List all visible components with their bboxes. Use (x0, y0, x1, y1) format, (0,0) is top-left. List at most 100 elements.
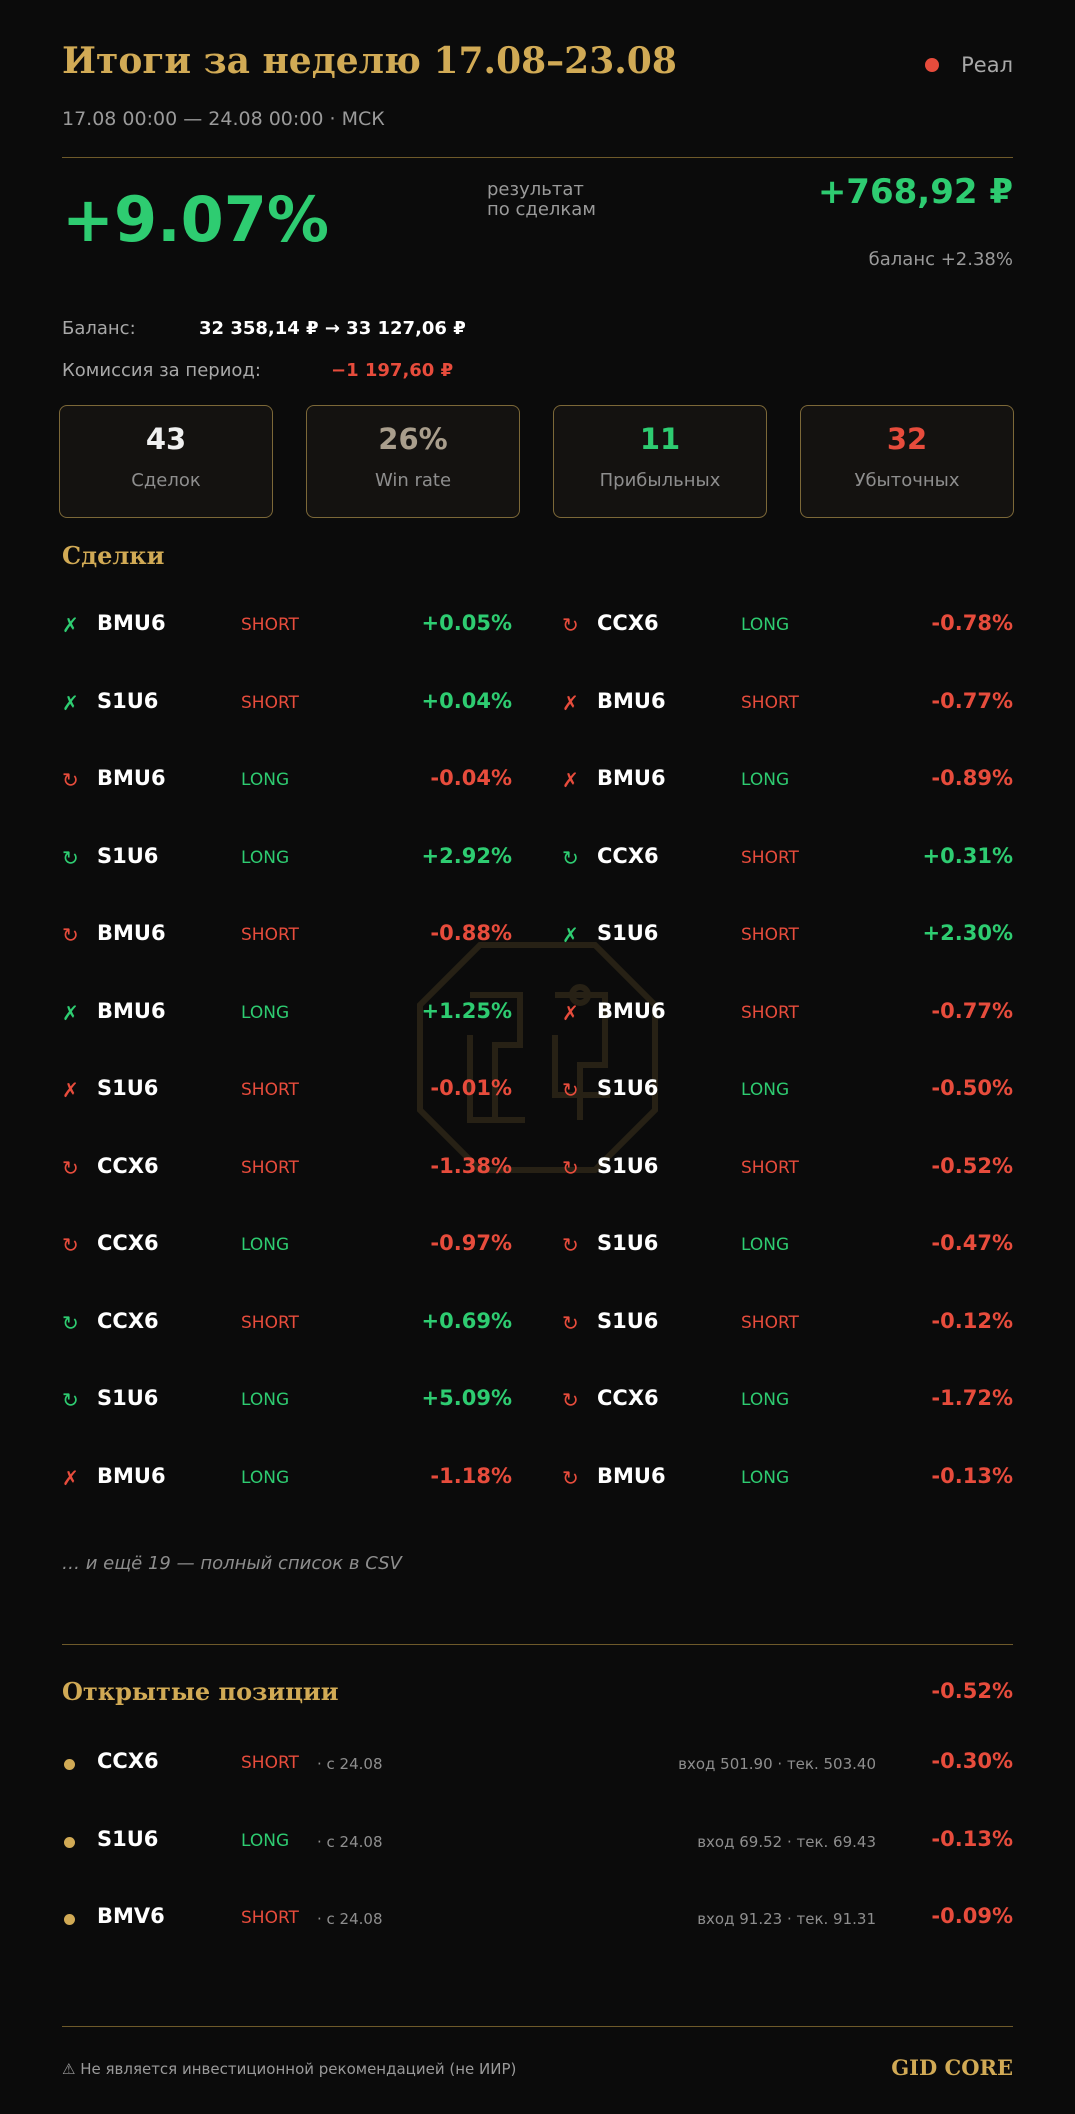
refresh-icon: ↻ (562, 1388, 579, 1412)
cross-icon: ✗ (562, 1001, 579, 1025)
trade-side: LONG (741, 1390, 790, 1410)
trade-ticker: BMU6 (97, 1464, 166, 1488)
bullet-icon (64, 1759, 75, 1770)
position-row: BMV6 SHORT · с 24.08 вход 91.23 · тек. 91.3… (62, 1902, 1013, 1934)
position-entry: вход 69.52 · тек. 69.43 (697, 1832, 876, 1851)
cross-icon: ✗ (62, 1078, 79, 1102)
trade-row: ↻ BMU6 LONG -0.13% (562, 1462, 1013, 1494)
trade-side: LONG (241, 1468, 290, 1488)
stat-card-winrate: 26% Win rate (306, 405, 520, 518)
trade-percent: +0.69% (421, 1309, 512, 1333)
trade-ticker: S1U6 (597, 1076, 659, 1100)
position-entry: вход 501.90 · тек. 503.40 (678, 1755, 876, 1773)
trade-row: ↻ CCX6 SHORT +0.69% (62, 1307, 512, 1339)
trade-percent: +0.05% (421, 611, 512, 635)
trade-row: ↻ S1U6 LONG -0.47% (562, 1229, 1013, 1261)
cross-icon: ✗ (562, 768, 579, 792)
divider (62, 2026, 1013, 2027)
open-positions-total: -0.52% (931, 1679, 1013, 1703)
trade-percent: +0.04% (421, 689, 512, 713)
position-percent: -0.13% (931, 1826, 1013, 1851)
trade-side: SHORT (741, 925, 799, 945)
trade-side: SHORT (241, 925, 299, 945)
trade-ticker: BMU6 (97, 999, 166, 1023)
position-percent: -0.30% (931, 1749, 1013, 1773)
trade-percent: +1.25% (421, 999, 512, 1023)
trade-side: LONG (241, 1390, 290, 1410)
cross-icon: ✗ (62, 691, 79, 715)
trade-ticker: BMU6 (597, 1464, 666, 1488)
trade-row: ↻ S1U6 LONG +5.09% (62, 1384, 512, 1416)
trade-ticker: BMU6 (597, 999, 666, 1023)
trade-percent: +2.92% (421, 844, 512, 868)
trade-ticker: CCX6 (97, 1309, 159, 1333)
refresh-icon: ↻ (62, 923, 79, 947)
cross-icon: ✗ (62, 1001, 79, 1025)
pnl-value: +768,92 ₽ (817, 172, 1013, 212)
refresh-icon: ↻ (562, 1233, 579, 1257)
trade-side: LONG (241, 770, 290, 790)
trade-ticker: S1U6 (97, 1076, 159, 1100)
page-title: Итоги за неделю 17.08–23.08 (62, 40, 677, 82)
bullet-icon (64, 1836, 75, 1848)
cross-icon: ✗ (562, 691, 579, 715)
trade-ticker: BMU6 (597, 689, 666, 713)
trade-row: ↻ CCX6 LONG -0.97% (62, 1229, 512, 1261)
trade-side: SHORT (741, 1003, 799, 1023)
trade-row: ↻ S1U6 SHORT -0.52% (562, 1152, 1013, 1184)
trade-side: SHORT (241, 1158, 299, 1178)
commission-label: Комиссия за период: (62, 360, 261, 381)
refresh-icon: ↻ (62, 1388, 79, 1412)
trade-ticker: S1U6 (97, 1386, 159, 1410)
trade-row: ↻ CCX6 SHORT -1.38% (62, 1152, 512, 1184)
watermark-logo (417, 942, 658, 1173)
position-side: LONG (241, 1830, 290, 1851)
trade-ticker: CCX6 (597, 844, 659, 868)
result-label: результат по сделкам (487, 180, 627, 220)
result-percent: +9.07% (62, 183, 330, 256)
trade-percent: -0.01% (430, 1076, 512, 1100)
position-since: · с 24.08 (317, 1910, 383, 1928)
trade-percent: +0.31% (922, 844, 1013, 868)
trade-side: SHORT (741, 693, 799, 713)
cross-icon: ✗ (562, 923, 579, 947)
status-dot-icon (925, 58, 940, 72)
position-percent: -0.09% (931, 1904, 1013, 1928)
trade-ticker: CCX6 (97, 1154, 159, 1178)
balance-label: Баланс: (62, 318, 136, 339)
position-side: SHORT (241, 1908, 299, 1928)
period-subtitle: 17.08 00:00 — 24.08 00:00 · МСК (62, 108, 385, 130)
trade-row: ✗ BMU6 LONG -1.18% (62, 1462, 512, 1494)
more-trades-note: … и ещё 19 — полный список в CSV (62, 1553, 402, 1574)
commission-value: −1 197,60 ₽ (331, 360, 454, 381)
bullet-icon (64, 1914, 75, 1925)
trade-percent: -0.52% (931, 1154, 1013, 1178)
open-positions-title: Открытые позиции (62, 1677, 339, 1706)
stat-value: 43 (145, 422, 187, 456)
trade-percent: -0.77% (931, 999, 1013, 1023)
trade-row: ↻ S1U6 SHORT -0.12% (562, 1307, 1013, 1339)
stat-value: 11 (639, 422, 681, 456)
mode-label: Реал (961, 53, 1013, 77)
stat-card-trades: 43 Сделок (59, 405, 273, 518)
trade-ticker: S1U6 (597, 1154, 659, 1178)
trade-side: LONG (241, 1003, 290, 1023)
trade-side: LONG (741, 1235, 790, 1255)
trade-percent: -0.13% (931, 1464, 1013, 1488)
trade-row: ↻ CCX6 LONG -1.72% (562, 1384, 1013, 1416)
mode-indicator: Реал (925, 53, 1013, 77)
balance-value: 32 358,14 ₽ → 33 127,06 ₽ (199, 318, 466, 339)
refresh-icon: ↻ (62, 1156, 79, 1180)
trade-percent: -0.47% (931, 1231, 1013, 1255)
stat-value: 26% (378, 422, 448, 456)
trade-percent: +2.30% (922, 921, 1013, 945)
trade-ticker: BMU6 (97, 611, 166, 635)
refresh-icon: ↻ (62, 1311, 79, 1335)
trade-percent: -0.97% (430, 1231, 512, 1255)
trade-percent: -0.50% (931, 1076, 1013, 1100)
trade-side: LONG (741, 1080, 790, 1100)
position-ticker: CCX6 (97, 1749, 159, 1773)
refresh-icon: ↻ (562, 1311, 579, 1335)
stat-card-profitable: 11 Прибыльных (553, 405, 767, 518)
refresh-icon: ↻ (62, 1233, 79, 1257)
